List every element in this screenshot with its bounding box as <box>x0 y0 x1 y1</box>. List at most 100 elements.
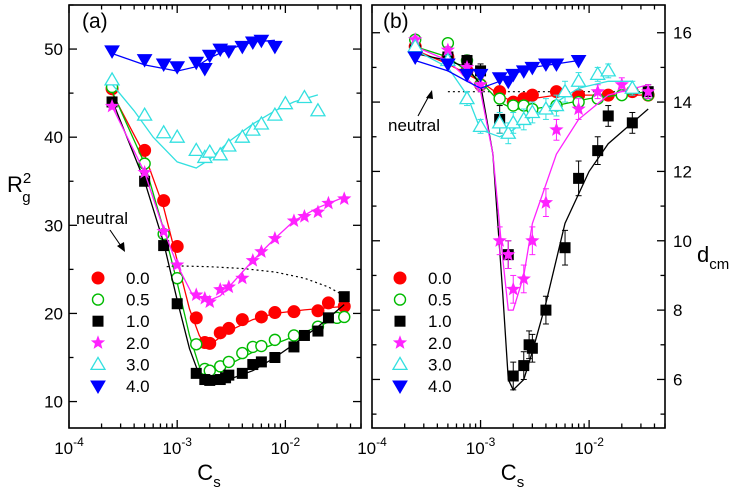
data-point-1.0 <box>139 175 151 187</box>
data-point-2.0 <box>614 77 629 91</box>
data-point-1.0 <box>540 304 552 316</box>
x-axis-title: Cs <box>197 460 220 491</box>
panel-label: (b) <box>383 10 409 33</box>
data-point-1.0 <box>312 325 324 337</box>
y-tick-label: 10 <box>673 232 692 251</box>
data-point-4.0 <box>220 45 237 59</box>
legend-label-1.0: 1.0 <box>428 312 452 331</box>
legend-marker-4.0 <box>90 380 106 394</box>
y-tick-label: 30 <box>44 216 63 235</box>
data-point-4.0 <box>169 61 186 75</box>
data-point-2.0 <box>538 195 554 209</box>
data-point-2.0 <box>590 84 605 98</box>
data-point-0.0 <box>222 321 236 335</box>
data-point-1.0 <box>518 360 530 372</box>
x-tick-label: 10-4 <box>357 435 387 458</box>
data-point-0.0 <box>287 305 301 319</box>
legend-label-2.0: 2.0 <box>428 334 452 353</box>
data-point-2.0 <box>156 223 171 238</box>
data-point-4.0 <box>234 40 251 55</box>
data-point-1.0 <box>626 117 638 129</box>
data-point-3.0 <box>136 106 153 121</box>
data-point-2.0 <box>516 271 531 285</box>
data-point-3.0 <box>472 118 489 133</box>
data-point-4.0 <box>548 58 565 72</box>
data-point-2.0 <box>310 204 326 219</box>
data-point-0.5 <box>255 339 268 353</box>
data-point-1.0 <box>592 145 604 157</box>
data-point-1.0 <box>526 342 538 354</box>
neutral-curve <box>166 265 345 297</box>
data-point-4.0 <box>472 68 489 83</box>
data-point-4.0 <box>267 40 283 55</box>
data-point-3.0 <box>458 90 476 105</box>
series-3.0 <box>407 38 641 145</box>
data-point-2.0 <box>525 233 540 247</box>
data-point-4.0 <box>505 68 522 83</box>
data-point-4.0 <box>524 61 541 76</box>
data-point-0.5 <box>493 92 506 105</box>
data-point-0.0 <box>170 239 184 253</box>
data-point-2.0 <box>321 195 336 210</box>
data-point-0.5 <box>222 355 236 369</box>
data-point-2.0 <box>506 281 521 296</box>
data-point-0.0 <box>268 306 282 320</box>
data-point-4.0 <box>196 62 213 77</box>
y-axis-title: dcm <box>697 242 729 273</box>
data-point-3.0 <box>201 143 218 158</box>
legend-marker-0.5 <box>91 293 105 306</box>
data-point-4.0 <box>136 54 153 68</box>
data-point-3.0 <box>548 97 565 112</box>
data-point-4.0 <box>155 58 172 73</box>
panel-a: 10-4 10-3 10-2 10 20 30 40 50 Cs R2 g (a) neutral 0.0… <box>7 4 362 491</box>
data-point-3.0 <box>624 79 641 94</box>
y-tick-label: 16 <box>673 24 692 43</box>
data-point-0.0 <box>311 304 325 318</box>
data-point-1.0 <box>190 367 202 379</box>
data-point-0.0 <box>321 296 335 310</box>
legend-label-0.0: 0.0 <box>126 269 150 288</box>
data-point-3.0 <box>515 111 532 126</box>
x-axis-title: Cs <box>501 460 524 491</box>
data-point-2.0 <box>213 282 228 296</box>
x-tick-label: 10-2 <box>271 435 301 458</box>
data-point-2.0 <box>337 191 352 205</box>
data-point-3.0 <box>253 115 270 130</box>
data-point-0.5 <box>338 310 351 324</box>
data-point-3.0 <box>220 137 237 152</box>
data-point-0.0 <box>189 311 203 325</box>
data-area <box>103 34 352 386</box>
series-4.0 <box>407 51 587 90</box>
y-tick-label: 10 <box>44 393 63 412</box>
legend: 0.0 0.5 1.0 2.0 3.0 4.0 <box>89 269 150 396</box>
legend-marker-0.0 <box>91 271 105 285</box>
data-point-2.0 <box>501 247 516 261</box>
x-tick-label: 10-4 <box>54 435 84 458</box>
panel-label: (a) <box>82 10 108 33</box>
data-point-3.0 <box>155 124 172 139</box>
data-point-1.0 <box>236 367 248 379</box>
y-axis-title: R2 g <box>7 170 31 206</box>
legend-marker-2.0 <box>392 335 408 349</box>
legend: 0.0 0.5 1.0 2.0 3.0 4.0 <box>391 269 452 396</box>
data-point-1.0 <box>298 329 310 341</box>
data-point-3.0 <box>234 128 251 143</box>
data-point-1.0 <box>204 374 216 386</box>
panel-b: 10-4 10-3 10-2 6 8 10 12 14 16 Cs dcm (b) neutral 0.0… <box>357 4 729 491</box>
data-point-2.0 <box>641 84 656 98</box>
data-point-2.0 <box>549 122 564 136</box>
data-point-1.0 <box>507 370 519 382</box>
data-point-1.0 <box>338 291 350 303</box>
data-point-1.0 <box>602 110 614 122</box>
data-point-3.0 <box>103 71 121 86</box>
series-0.5 <box>105 80 351 377</box>
data-point-2.0 <box>297 209 312 223</box>
plot-frame <box>371 4 666 429</box>
data-point-4.0 <box>407 51 424 66</box>
data-point-3.0 <box>296 89 313 104</box>
data-point-0.5 <box>507 99 520 112</box>
y-tick-label: 20 <box>44 304 63 323</box>
data-point-3.0 <box>266 106 284 121</box>
series-4.0 <box>104 34 283 77</box>
data-point-4.0 <box>253 34 270 49</box>
